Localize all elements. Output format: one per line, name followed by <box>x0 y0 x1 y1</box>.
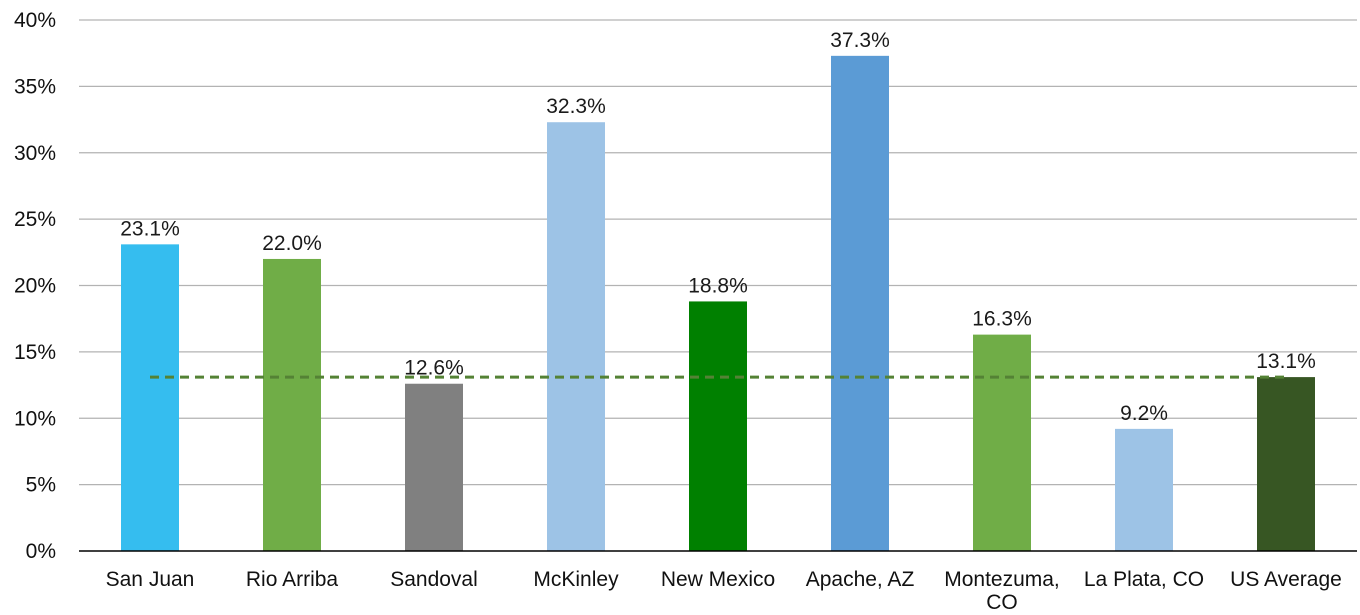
x-category-label-line: McKinley <box>533 568 619 591</box>
bars <box>121 55 1315 551</box>
bar <box>121 244 179 551</box>
x-category-label: US Average <box>1230 568 1342 591</box>
y-tick-label: 40% <box>14 9 56 32</box>
x-category-label-line: Rio Arriba <box>246 568 339 591</box>
data-labels: 23.1% 22.0% 12.6% 32.3% 18.8% 37.3% 16.3% 9.2% 1… <box>120 29 1316 425</box>
y-axis-tick-labels: 0% 5% 10% 15% 20% 25% 30% 35% 40% <box>14 9 56 563</box>
data-label: 13.1% <box>1256 350 1316 373</box>
x-category-label-line: San Juan <box>106 568 195 591</box>
x-category-label-line: Sandoval <box>390 568 478 591</box>
bar <box>1257 377 1315 551</box>
x-category-label-line: CO <box>986 591 1018 614</box>
x-category-label: San Juan <box>106 568 195 591</box>
bar <box>831 55 889 551</box>
data-label: 18.8% <box>688 274 748 297</box>
x-category-label: Apache, AZ <box>806 568 915 591</box>
y-tick-label: 10% <box>14 407 56 430</box>
bar <box>405 383 463 551</box>
y-tick-label: 15% <box>14 341 56 364</box>
bar <box>263 258 321 551</box>
x-category-label: La Plata, CO <box>1084 568 1204 591</box>
bar <box>973 334 1031 551</box>
y-tick-label: 20% <box>14 275 56 298</box>
x-category-label-line: La Plata, CO <box>1084 568 1204 591</box>
data-label: 12.6% <box>404 357 464 380</box>
data-label: 23.1% <box>120 217 180 240</box>
x-category-label-line: Montezuma, <box>944 568 1060 591</box>
x-axis-category-labels: San Juan Rio Arriba Sandoval McKinley New Me… <box>106 568 1342 614</box>
data-label: 22.0% <box>262 232 322 255</box>
data-label: 9.2% <box>1120 402 1168 425</box>
x-category-label-line: US Average <box>1230 568 1342 591</box>
data-label: 32.3% <box>546 95 606 118</box>
bar <box>1115 428 1173 551</box>
x-category-label: Rio Arriba <box>246 568 339 591</box>
x-category-label: McKinley <box>533 568 619 591</box>
y-tick-label: 0% <box>26 540 56 563</box>
x-category-label-line: Apache, AZ <box>806 568 915 591</box>
y-tick-label: 5% <box>26 474 56 497</box>
y-tick-label: 30% <box>14 142 56 165</box>
y-tick-label: 25% <box>14 208 56 231</box>
bar <box>547 122 605 551</box>
bar <box>689 301 747 551</box>
x-category-label: Sandoval <box>390 568 478 591</box>
data-label: 16.3% <box>972 308 1032 331</box>
x-category-label: Montezuma, CO <box>944 568 1060 614</box>
x-category-label: New Mexico <box>661 568 775 591</box>
y-tick-label: 35% <box>14 75 56 98</box>
data-label: 37.3% <box>830 29 890 52</box>
x-category-label-line: New Mexico <box>661 568 775 591</box>
